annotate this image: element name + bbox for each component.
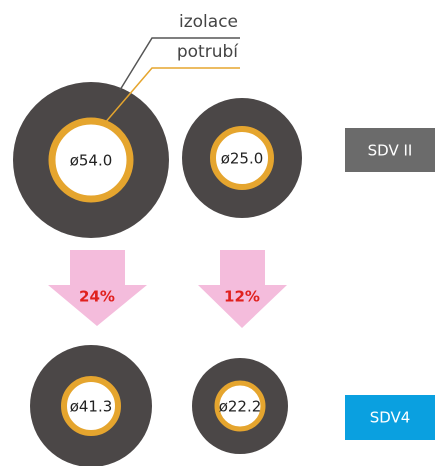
pipe-diameter: ø54.0: [70, 152, 113, 170]
pipe-circle: [214, 380, 266, 432]
pipe-circle: [210, 126, 274, 190]
pipe-label: potrubí: [177, 42, 239, 62]
row-label: SDV II: [368, 142, 413, 160]
row-label-box: [345, 395, 435, 440]
insulation-label: izolace: [179, 12, 238, 32]
pipe-leader: [103, 67, 240, 125]
pipe-diameter: ø41.3: [70, 398, 113, 416]
pipe-circle: [48, 117, 134, 203]
reduction-label: 24%: [79, 288, 115, 306]
pipe-diameter: ø22.2: [219, 398, 262, 416]
insulation-leader: [119, 37, 240, 91]
pipe-circle: [61, 376, 121, 436]
reduction-label: 12%: [224, 288, 260, 306]
arrow: [198, 250, 287, 328]
arrow: [48, 250, 147, 326]
row-label: SDV4: [370, 409, 411, 427]
pipe-diameter: ø25.0: [221, 150, 264, 168]
row-label-box: [345, 128, 435, 172]
